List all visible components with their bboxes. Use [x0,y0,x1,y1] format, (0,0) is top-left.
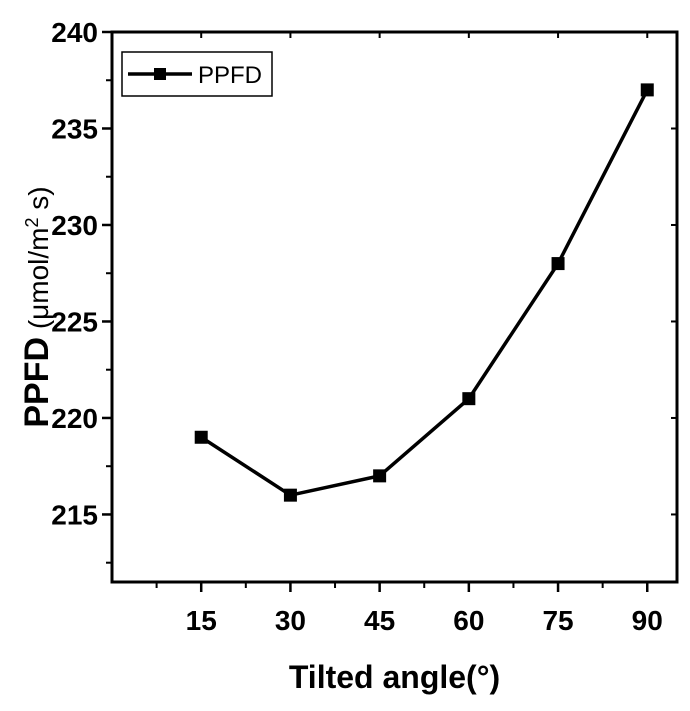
y-axis-title-main: PPFD [18,337,56,428]
y-tick-label: 220 [51,403,98,434]
axis-ticks [102,30,677,592]
y-tick-label: 240 [51,17,98,48]
y-axis-title: PPFD (μmol/m2 s) [18,186,56,427]
y-axis-title-unit-sup: 2 [22,217,42,227]
data-point-75 [551,257,565,271]
data-point-90 [640,83,654,97]
y-tick-label: 235 [51,113,98,144]
y-tick-label: 215 [51,499,98,530]
plot-frame [110,30,679,584]
y-axis-title-unit-open: (μmol/m [23,227,54,336]
x-tick-label: 90 [632,605,663,636]
data-markers [194,83,654,502]
y-axis-title-unit-close: s) [23,186,54,217]
x-tick-label: 75 [542,605,573,636]
data-point-15 [194,430,208,444]
legend: PPFD [121,51,273,97]
x-tick-label: 45 [364,605,395,636]
data-point-30 [283,488,297,502]
legend-label: PPFD [198,62,262,89]
tick-labels: 15 30 45 60 75 90 215 220 225 230 235 240 [51,17,663,636]
x-tick-label: 60 [453,605,484,636]
y-tick-label: 230 [51,210,98,241]
x-tick-label: 30 [275,605,306,636]
x-tick-label: 15 [186,605,217,636]
data-point-45 [373,469,387,483]
x-axis-title: Tilted angle(°) [289,659,500,695]
y-tick-label: 225 [51,306,98,337]
series-line-ppfd [200,89,649,498]
data-point-60 [462,392,476,406]
legend-marker-square [154,68,166,80]
